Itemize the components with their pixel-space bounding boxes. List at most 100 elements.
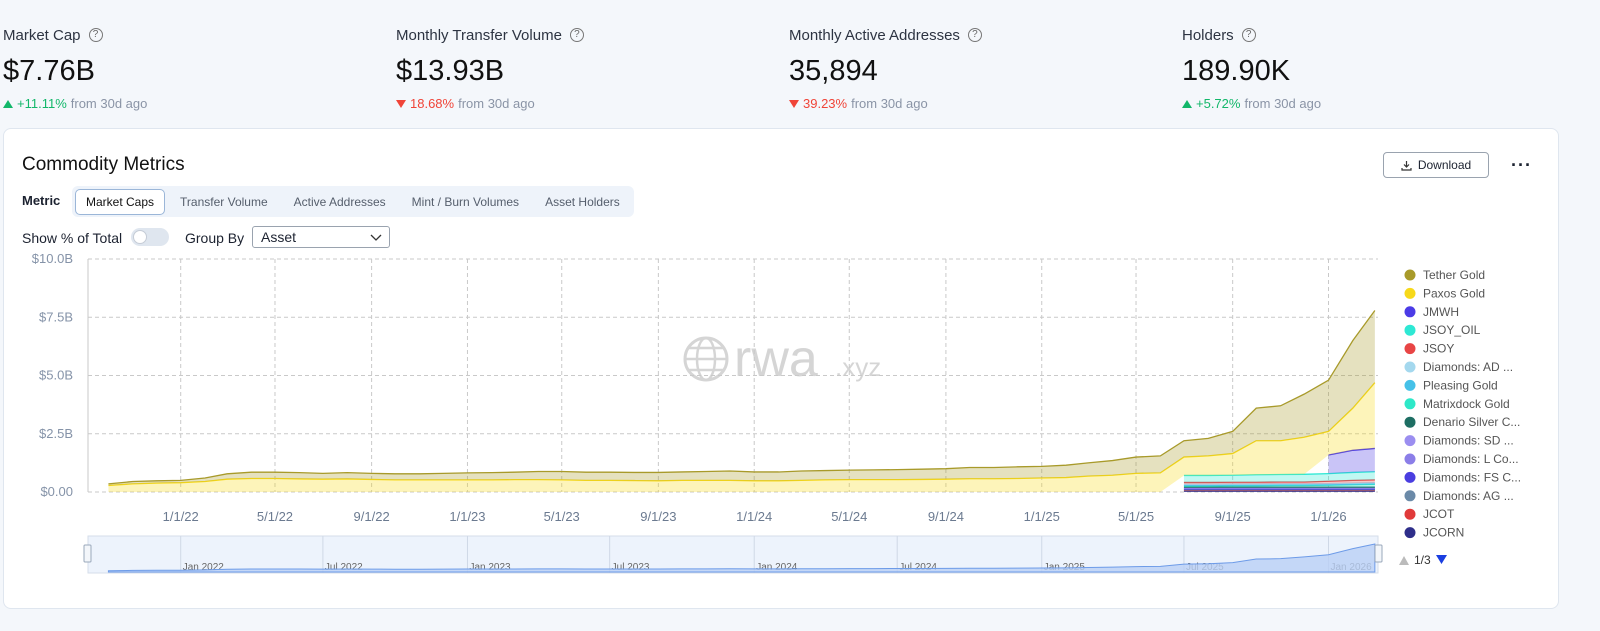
x-tick-label: 1/1/24 [736,509,772,524]
stat-label: Market Cap [3,26,81,44]
legend-swatch [1404,471,1416,483]
navigator-handle[interactable] [1374,544,1383,563]
x-tick-label: 5/1/24 [831,509,867,524]
legend-label[interactable]: JCOT [1423,507,1455,521]
stat-label-row: Monthly Transfer Volume? [396,24,776,46]
legend-label[interactable]: Matrixdock Gold [1423,397,1510,411]
legend-label[interactable]: Tether Gold [1423,268,1485,282]
x-tick-label: 1/1/26 [1310,509,1346,524]
legend-swatch [1404,324,1416,336]
navigator-area [107,543,1376,573]
legend-label[interactable]: Diamonds: L Co... [1423,452,1519,466]
legend-label[interactable]: Diamonds: FS C... [1423,470,1521,484]
legend-swatch [1404,398,1416,410]
x-tick-label: 9/1/22 [354,509,390,524]
legend-swatch [1404,379,1416,391]
x-tick-label: 5/1/22 [257,509,293,524]
change-arrow [396,99,406,108]
y-tick-label: $5.0B [39,368,73,383]
x-tick-label: 5/1/23 [544,509,580,524]
legend-label[interactable]: JMWH [1423,305,1459,319]
help-icon[interactable]: ? [88,28,103,42]
legend-label[interactable]: Denario Silver C... [1423,415,1520,429]
y-tick-label: $2.5B [39,426,73,441]
stat-label-row: Monthly Active Addresses? [789,24,1169,46]
download-button[interactable]: Download [1383,152,1489,178]
stat-note: from 30d ago [851,96,928,111]
change-arrow [789,99,799,108]
navigator-handle[interactable] [83,544,92,563]
percent-toggle-label: Show % of Total [22,230,123,246]
navigator-label: Jul 2024 [899,562,937,573]
stat-label-row: Market Cap? [3,24,383,46]
y-tick-label: $10.0B [32,251,73,266]
stat-card: Monthly Active Addresses? 35,894 39.23% fro… [789,24,1169,111]
navigator-label: Jan 2022 [183,562,225,573]
help-icon[interactable]: ? [1241,28,1256,42]
area [108,382,1375,492]
x-tick-label: 5/1/25 [1118,509,1154,524]
legend-label[interactable]: JSOY [1423,342,1454,356]
panel-title: Commodity Metrics [22,154,185,175]
legend-label[interactable]: JCORN [1423,526,1464,540]
area-line [1183,482,1375,485]
legend-swatch [1404,490,1416,502]
group-by-value: Asset [261,229,297,245]
legend-swatch [1404,269,1416,281]
legend-label[interactable]: Paxos Gold [1423,286,1485,300]
legend-swatch [1404,435,1416,447]
stat-change: +11.11% [17,96,67,111]
legend-prev [1399,556,1409,565]
area-line [1183,482,1375,486]
stat-label: Holders [1182,26,1234,44]
stat-label: Monthly Transfer Volume [396,26,562,44]
legend-label[interactable]: Diamonds: SD ... [1423,434,1514,448]
legend-label[interactable]: Diamonds: AD ... [1423,360,1513,374]
more-menu[interactable]: ··· [1511,155,1532,175]
metric-tab[interactable]: Market Caps [75,188,166,215]
metric-tab[interactable]: Mint / Burn Volumes [411,194,520,209]
grid [88,258,1378,493]
legend-swatch [1404,453,1416,465]
legend-page: 1/3 [1414,553,1431,567]
change-arrow [3,99,13,108]
stat-card: Holders? 189.90K +5.72% from 30d ago [1182,24,1562,111]
legend-swatch [1404,306,1416,318]
watermark-text: rwa [734,330,818,388]
stat-change-row: +5.72% from 30d ago [1182,96,1562,111]
metric-tabs: Market Caps Transfer Volume Active Address… [72,186,634,217]
legend-swatch [1404,361,1416,373]
metric-tab[interactable]: Active Addresses [293,194,386,209]
stat-value: $13.93B [396,55,505,87]
stat-change-row: +11.11% from 30d ago [3,96,383,111]
area [1328,448,1375,474]
percent-toggle[interactable] [131,228,169,246]
navigator-label: Jan 2024 [756,562,798,573]
legend-next[interactable] [1436,555,1447,564]
area-line [1183,471,1375,477]
metric-tab[interactable]: Asset Holders [545,194,620,209]
stat-note: from 30d ago [1244,96,1322,111]
navigator-label: Jul 2023 [612,562,650,573]
group-by-select[interactable]: Asset [252,226,390,248]
navigator-label: Jul 2022 [325,562,363,573]
legend-swatch [1404,287,1416,299]
stat-card: Monthly Transfer Volume? $13.93B 18.68% fro… [396,24,776,111]
legend-label[interactable]: Diamonds: AG ... [1423,489,1514,503]
x-tick-label: 1/1/22 [163,509,199,524]
watermark [683,336,729,382]
stat-label-row: Holders? [1182,24,1562,46]
help-icon[interactable]: ? [569,28,584,42]
metric-tab[interactable]: Transfer Volume [180,194,268,209]
chevron [370,234,382,241]
area-line [108,310,1376,485]
legend-swatch [1404,527,1416,539]
stat-value: 189.90K [1182,55,1291,87]
stat-note: from 30d ago [458,96,535,111]
help-icon[interactable]: ? [967,28,982,42]
legend-swatch [1404,343,1416,355]
legend-label[interactable]: JSOY_OIL [1423,323,1481,337]
stat-change: 18.68% [410,96,455,111]
legend-label[interactable]: Pleasing Gold [1423,378,1498,392]
